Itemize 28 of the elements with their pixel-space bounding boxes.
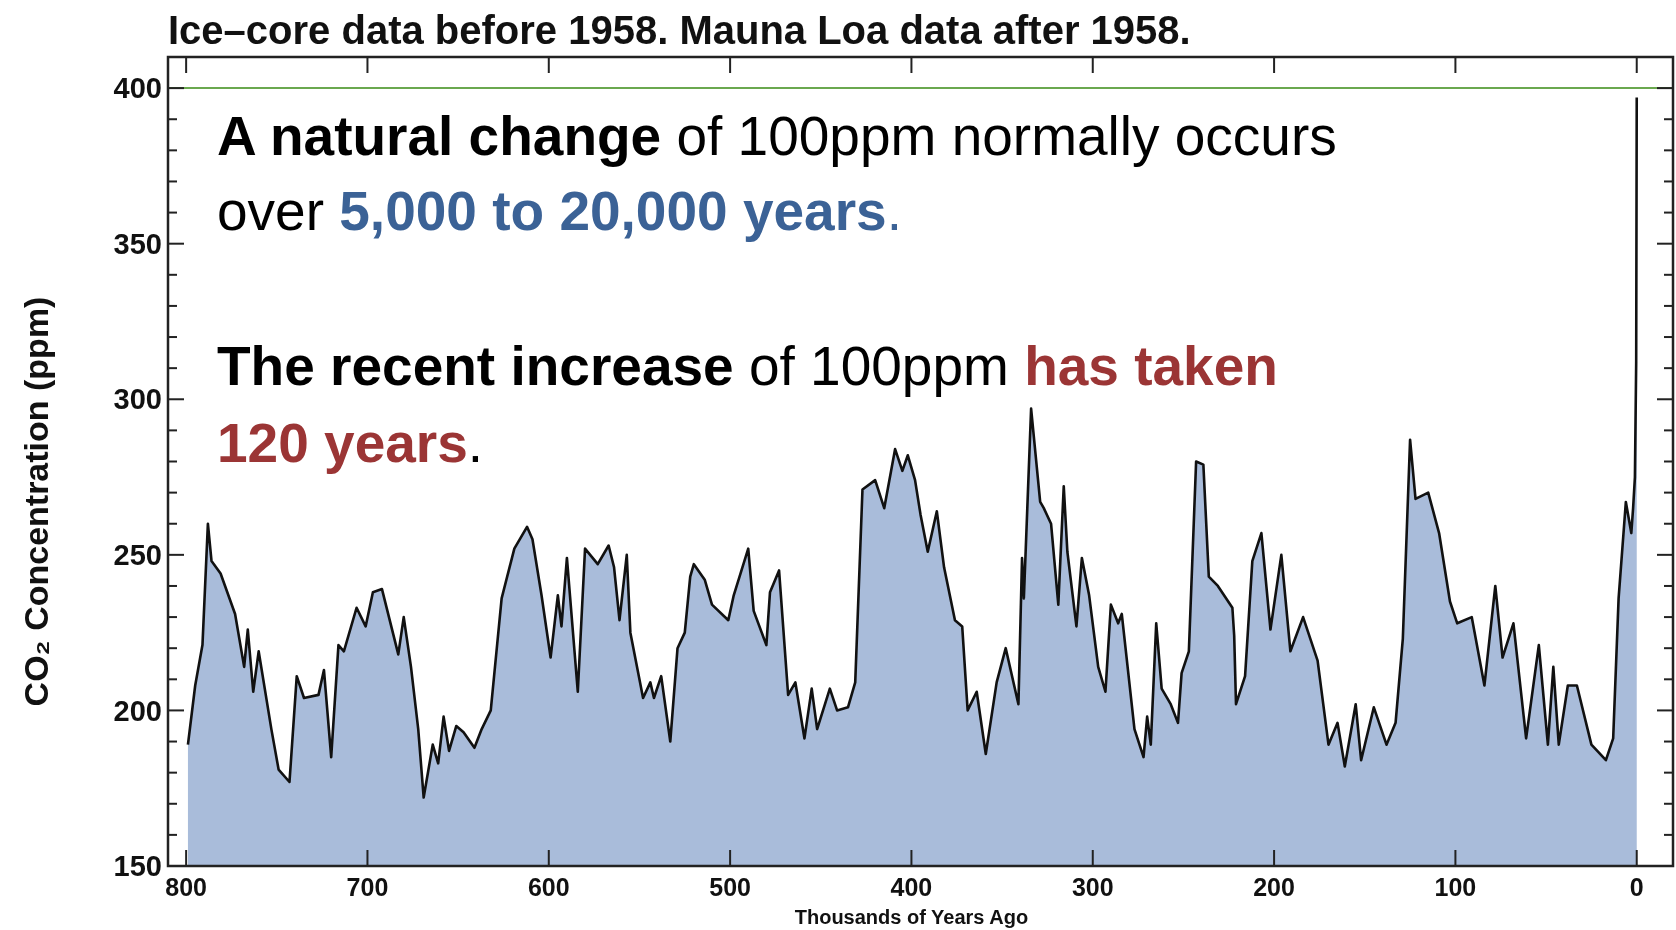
annotation: has taken: [1024, 335, 1278, 397]
x-tick-label: 0: [1629, 873, 1644, 901]
annotation: .: [886, 180, 902, 242]
annotation: The recent increase: [217, 335, 734, 397]
annotation: .: [467, 412, 484, 474]
x-tick-label: 800: [165, 873, 207, 901]
x-tick-label: 100: [1434, 873, 1477, 901]
chart-title: Ice–core data before 1958. Mauna Loa data after 1958.: [168, 8, 1191, 52]
y-tick-label: 200: [113, 694, 162, 727]
y-tick-label: 300: [113, 383, 162, 416]
x-tick-label: 200: [1253, 873, 1295, 901]
y-tick-label: 350: [113, 227, 162, 260]
x-tick-label: 700: [346, 873, 389, 901]
x-tick-label: 500: [709, 873, 751, 901]
x-axis-title: Thousands of Years Ago: [794, 906, 1029, 928]
annotation: of 100ppm: [733, 335, 1025, 397]
y-tick-label: 150: [113, 850, 162, 883]
x-tick-label: 300: [1071, 873, 1114, 901]
annotation: 120 years: [217, 412, 468, 474]
y-tick-label: 400: [113, 72, 162, 105]
annotation: of 100ppm normally occurs: [661, 105, 1337, 167]
annotation: 5,000 to 20,000 years: [339, 180, 887, 242]
x-tick-label: 600: [527, 873, 570, 901]
annotation: A natural change: [217, 105, 662, 167]
annotation: over: [217, 180, 340, 242]
y-tick-label: 250: [113, 539, 162, 571]
x-tick-label: 400: [890, 873, 933, 901]
y-axis-title: CO₂ Concentration (ppm): [17, 296, 55, 707]
